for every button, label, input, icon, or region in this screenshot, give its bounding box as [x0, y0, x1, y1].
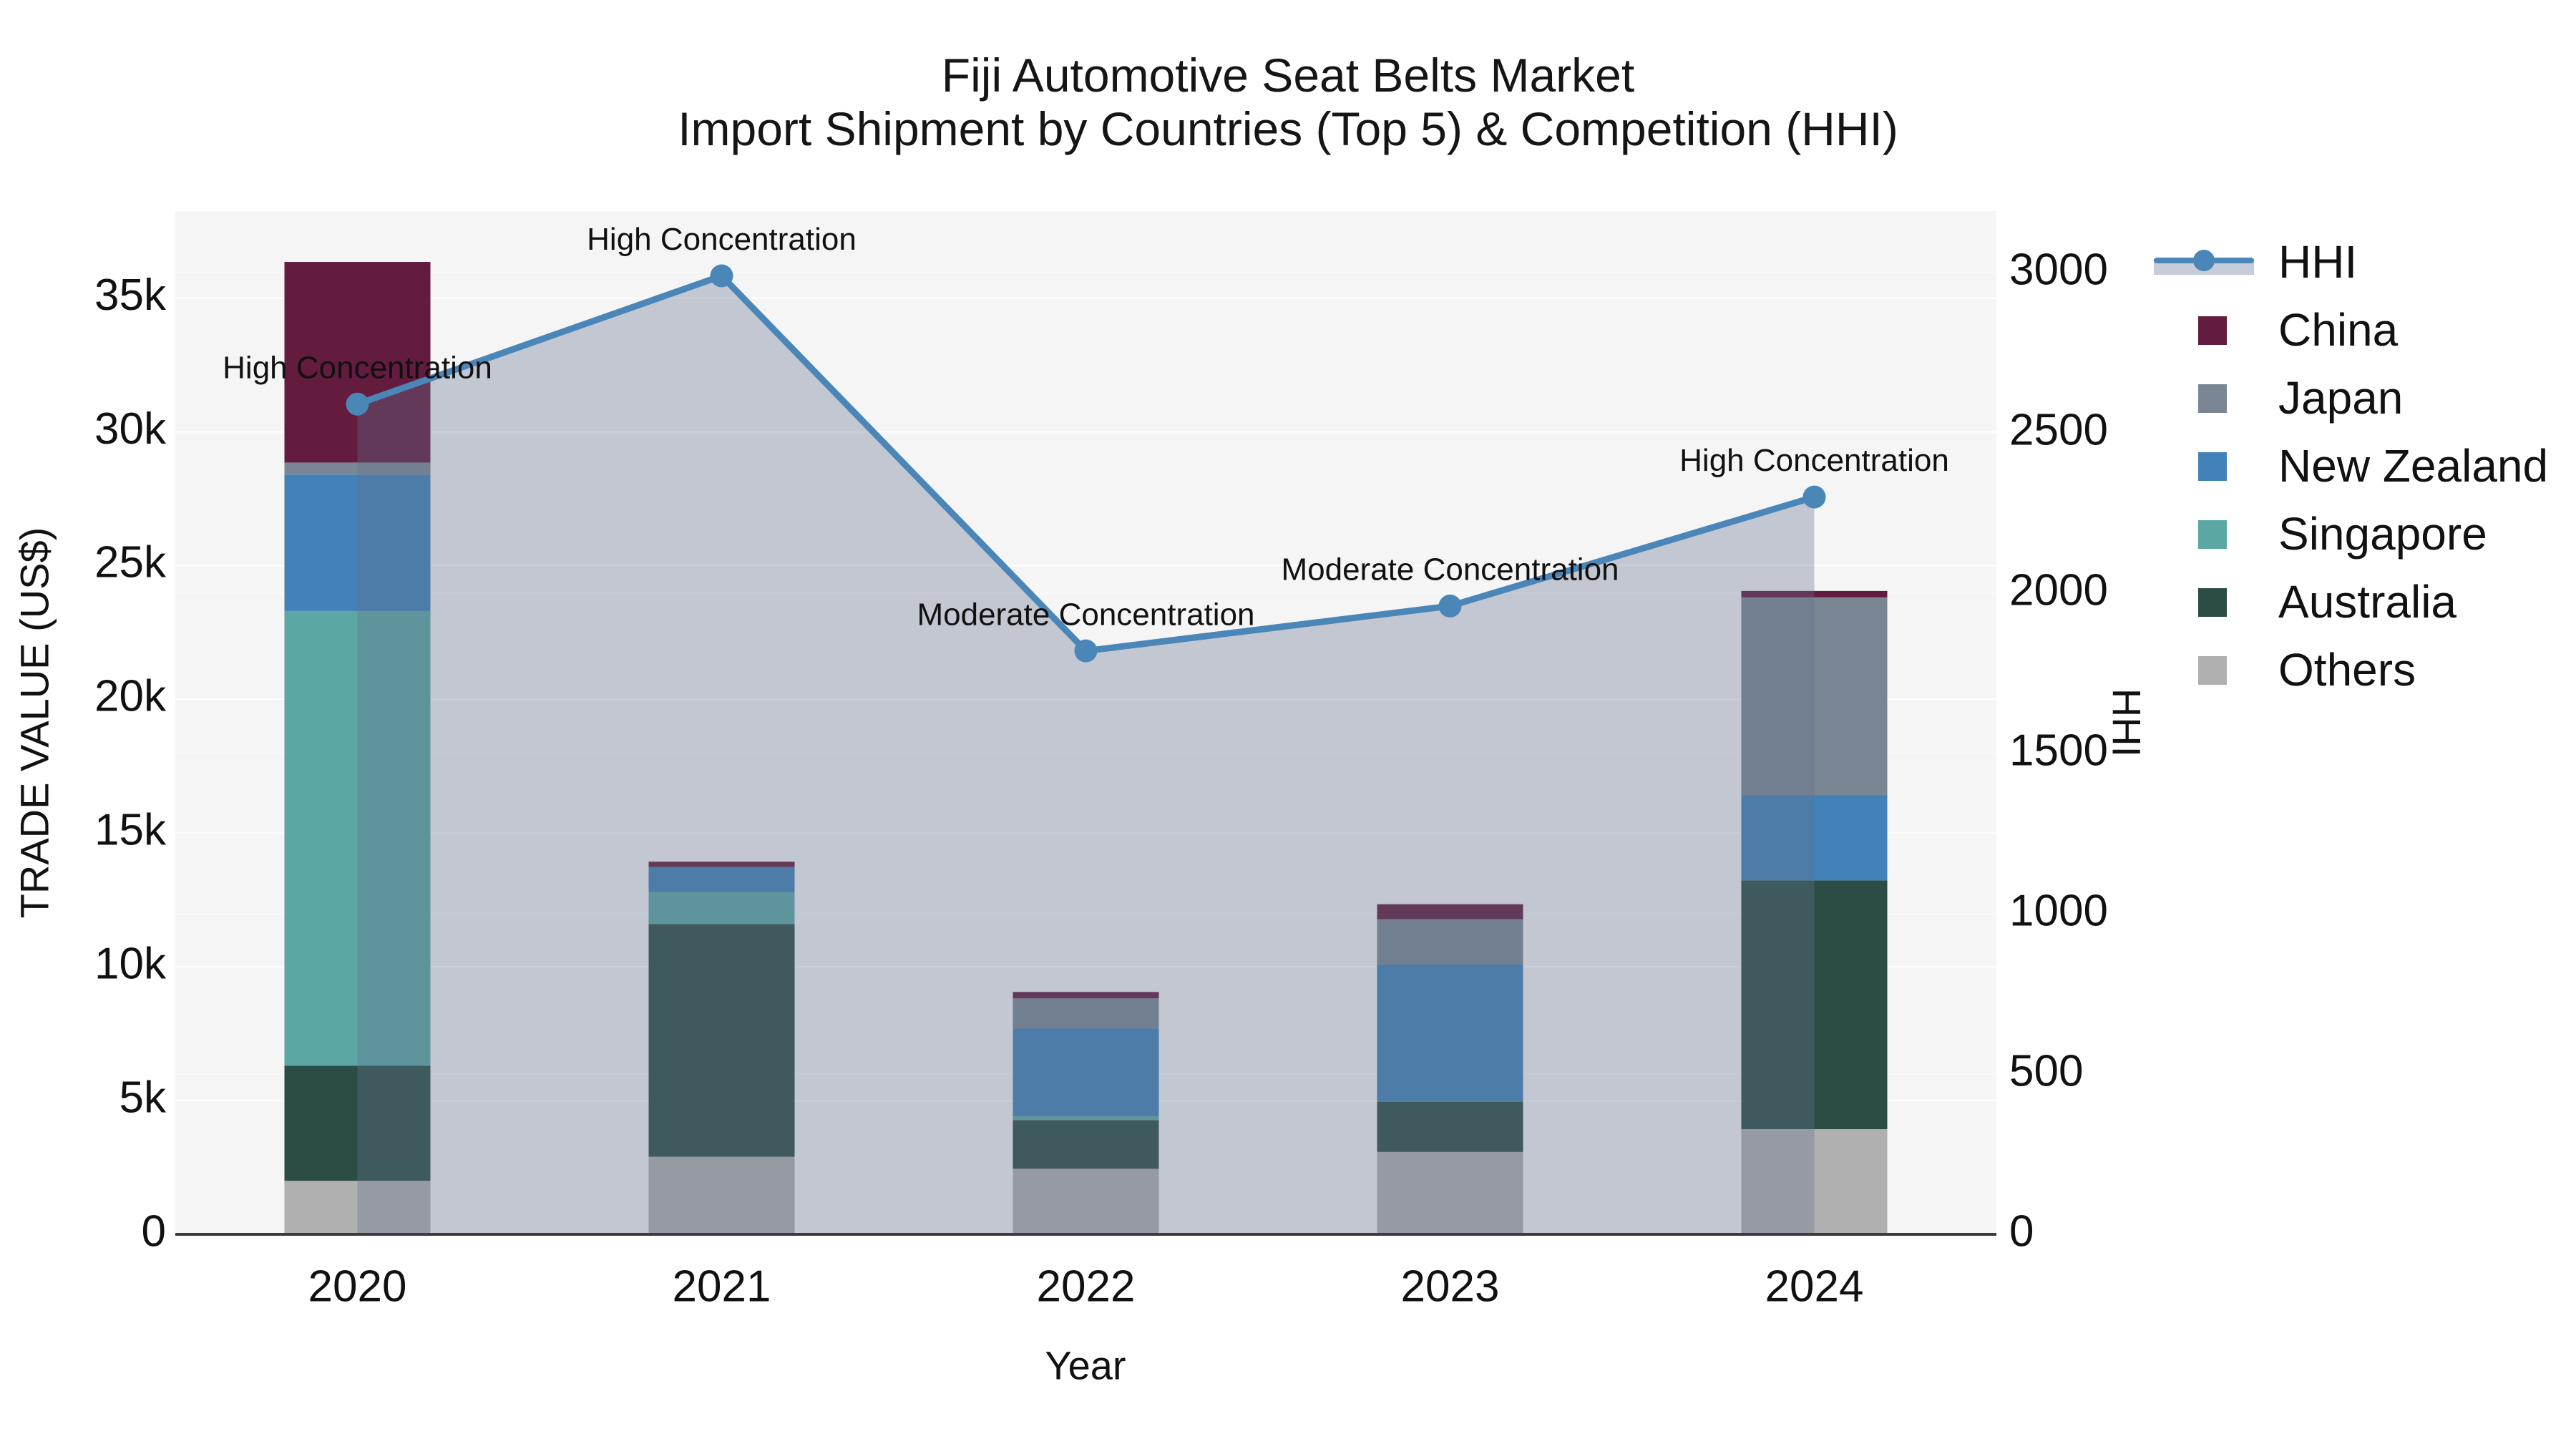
bar-segment-australia-2023[interactable]: [1377, 1101, 1523, 1152]
legend-label: Others: [2278, 643, 2416, 696]
x-tick-2024: 2024: [1765, 1262, 1864, 1311]
y-right-tick-1000: 1000: [2009, 886, 2108, 935]
bar-segment-new-zealand-2022[interactable]: [1013, 1028, 1159, 1117]
x-tick-2020: 2020: [308, 1262, 407, 1311]
bar-segment-japan-2024[interactable]: [1741, 597, 1888, 796]
legend-item-others[interactable]: Others: [2154, 635, 2548, 703]
legend-label: China: [2278, 303, 2399, 356]
hhi-marker-2023[interactable]: [1438, 594, 1462, 618]
legend-swatch-icon: [2154, 314, 2254, 346]
y-left-tick-0: 0: [142, 1206, 166, 1256]
y-left-tick-5k: 5k: [119, 1073, 167, 1122]
hhi-marker-2024[interactable]: [1802, 485, 1826, 509]
x-axis-title: Year: [1045, 1342, 1126, 1388]
legend-swatch-icon: [2154, 518, 2254, 550]
bar-segment-japan-2020[interactable]: [284, 462, 431, 475]
legend-item-new-zealand[interactable]: New Zealand: [2154, 431, 2548, 499]
y-right-tick-3000: 3000: [2009, 245, 2108, 294]
y-left-tick-35k: 35k: [94, 270, 167, 320]
hhi-line-sample-icon: [2154, 246, 2254, 278]
bar-segment-others-2021[interactable]: [648, 1156, 795, 1234]
annotation-2020: High Concentration: [223, 350, 492, 385]
y-right-tick-500: 500: [2009, 1046, 2083, 1096]
bar-segment-new-zealand-2023[interactable]: [1377, 964, 1523, 1102]
y-left-tick-30k: 30k: [94, 404, 167, 454]
legend-item-australia[interactable]: Australia: [2154, 567, 2548, 635]
x-tick-2022: 2022: [1037, 1262, 1136, 1311]
bar-segment-australia-2024[interactable]: [1741, 880, 1888, 1130]
legend-swatch-icon: [2154, 586, 2254, 618]
bar-segment-new-zealand-2020[interactable]: [284, 474, 431, 611]
legend-label: Japan: [2278, 371, 2404, 424]
bar-segment-new-zealand-2024[interactable]: [1741, 795, 1888, 881]
y-right-tick-0: 0: [2009, 1206, 2034, 1256]
legend-item-hhi[interactable]: HHI: [2154, 228, 2548, 296]
legend-swatch-icon: [2154, 654, 2254, 686]
y-left-tick-25k: 25k: [94, 538, 167, 587]
bar-segment-others-2020[interactable]: [284, 1181, 431, 1234]
bar-segment-japan-2023[interactable]: [1377, 919, 1523, 965]
y-left-tick-20k: 20k: [94, 672, 167, 721]
legend: HHI China Japan New Zealand Singapore Austral…: [2154, 228, 2548, 703]
hhi-marker-2020[interactable]: [346, 392, 369, 416]
y-right-tick-2000: 2000: [2009, 565, 2108, 615]
legend-label: New Zealand: [2278, 439, 2549, 492]
legend-label: HHI: [2278, 235, 2358, 288]
bar-segment-china-2023[interactable]: [1377, 904, 1523, 919]
bar-segment-singapore-2020[interactable]: [284, 610, 431, 1066]
bar-segment-singapore-2022[interactable]: [1013, 1116, 1159, 1121]
bar-segment-australia-2022[interactable]: [1013, 1120, 1159, 1169]
bar-segment-others-2024[interactable]: [1741, 1129, 1888, 1234]
bar-segment-china-2024[interactable]: [1741, 590, 1888, 597]
legend-item-china[interactable]: China: [2154, 296, 2548, 364]
hhi-marker-2022[interactable]: [1074, 639, 1098, 663]
annotation-2021: High Concentration: [587, 222, 857, 257]
y-axis-title-right: HHI: [2104, 688, 2150, 758]
legend-item-singapore[interactable]: Singapore: [2154, 499, 2548, 567]
y-axis-title-left: TRADE VALUE (US$): [11, 527, 57, 919]
y-left-tick-15k: 15k: [94, 806, 167, 855]
chart-title-line2: Import Shipment by Countries (Top 5) & C…: [678, 102, 1898, 155]
bar-segment-china-2022[interactable]: [1013, 992, 1159, 999]
legend-item-japan[interactable]: Japan: [2154, 364, 2548, 431]
legend-swatch-icon: [2154, 382, 2254, 414]
annotation-2023: Moderate Concentration: [1281, 552, 1619, 587]
bar-segment-singapore-2021[interactable]: [648, 892, 795, 924]
bar-segment-japan-2022[interactable]: [1013, 998, 1159, 1029]
y-left-tick-10k: 10k: [94, 940, 167, 989]
bar-segment-australia-2020[interactable]: [284, 1065, 431, 1181]
bar-segment-china-2021[interactable]: [648, 862, 795, 867]
legend-swatch-icon: [2154, 450, 2254, 482]
y-right-tick-2500: 2500: [2009, 405, 2108, 454]
bar-segment-others-2023[interactable]: [1377, 1151, 1523, 1234]
chart-title: Fiji Automotive Seat Belts Market Import…: [0, 49, 2576, 156]
x-tick-2021: 2021: [673, 1262, 771, 1311]
y-right-tick-1500: 1500: [2009, 726, 2108, 775]
annotation-2024: High Concentration: [1679, 443, 1949, 478]
hhi-area[interactable]: [357, 275, 1815, 1234]
bar-segment-new-zealand-2021[interactable]: [648, 867, 795, 892]
legend-label: Singapore: [2278, 507, 2487, 560]
legend-label: Australia: [2278, 575, 2457, 628]
bar-segment-others-2022[interactable]: [1013, 1169, 1159, 1234]
bar-segment-china-2020[interactable]: [284, 262, 431, 463]
annotation-2022: Moderate Concentration: [917, 597, 1254, 632]
x-tick-2023: 2023: [1401, 1262, 1500, 1311]
hhi-marker-2021[interactable]: [710, 264, 733, 288]
chart-title-line1: Fiji Automotive Seat Belts Market: [941, 49, 1635, 102]
bar-segment-australia-2021[interactable]: [648, 924, 795, 1157]
